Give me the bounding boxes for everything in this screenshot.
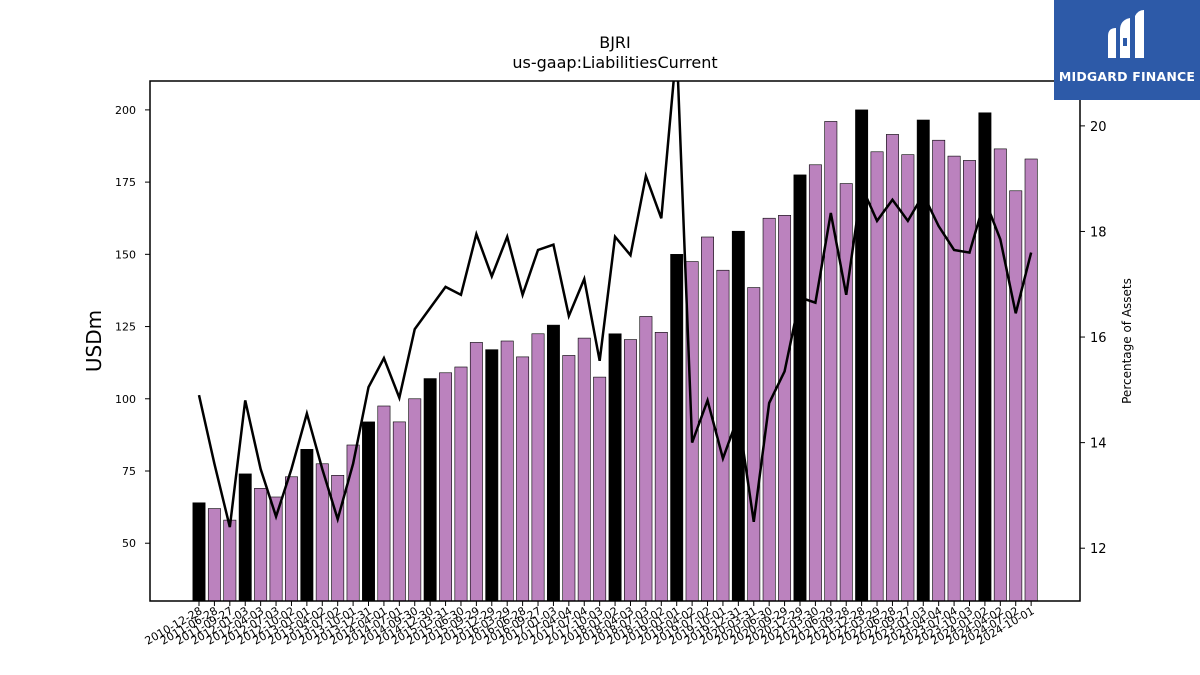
bar: [793, 174, 807, 602]
logo-text: MIDGARD FINANCE: [1058, 69, 1196, 84]
bar: [300, 449, 314, 602]
bar: [778, 215, 792, 602]
bar: [947, 155, 961, 602]
y2-axis-label: Percentage of Assets: [1120, 278, 1134, 404]
bar: [192, 502, 206, 602]
bar: [932, 139, 946, 602]
bar: [593, 376, 607, 602]
bar: [362, 421, 375, 602]
bar: [392, 421, 406, 602]
y2-tick-label: 16: [1090, 331, 1107, 346]
bar: [670, 254, 684, 602]
bar: [531, 333, 545, 602]
plot-frame: [149, 80, 1081, 602]
bars-group: [192, 109, 1038, 602]
bar: [639, 316, 653, 602]
bar: [1009, 190, 1023, 602]
y2-tick-label: 20: [1090, 120, 1107, 135]
bar: [408, 398, 422, 602]
bar: [439, 372, 453, 602]
bar: [238, 473, 252, 602]
bar: [654, 332, 668, 602]
chart-title: BJRI: [599, 33, 631, 52]
bar: [993, 148, 1007, 602]
y-tick-label: 75: [122, 465, 136, 478]
bar: [577, 337, 591, 602]
bar: [608, 333, 622, 602]
bar: [254, 488, 268, 602]
y2-tick-label: 14: [1090, 437, 1107, 452]
y2-tick-label: 12: [1090, 542, 1107, 557]
y2-tick-label: 18: [1090, 225, 1107, 240]
bar: [1024, 158, 1038, 602]
y-tick-label: 100: [115, 393, 136, 406]
y-tick-label: 125: [115, 321, 136, 334]
bar: [963, 160, 976, 602]
bar: [331, 475, 345, 602]
y-axis-label: USDm: [82, 310, 106, 372]
bar: [223, 519, 237, 602]
bar: [824, 121, 838, 602]
bar: [377, 405, 391, 602]
bar: [747, 287, 761, 602]
bar: [839, 183, 853, 602]
chart-subtitle: us-gaap:LiabilitiesCurrent: [512, 53, 717, 72]
y-tick-label: 200: [115, 104, 136, 117]
x-axis: 2010-12-282011-06-282011-09-272012-01-03…: [143, 601, 1037, 648]
midgard-finance-logo: MIDGARD FINANCE: [1054, 0, 1200, 100]
bar: [207, 508, 221, 602]
bar: [285, 476, 298, 602]
bar: [562, 355, 576, 602]
bar: [516, 356, 530, 602]
bar: [808, 164, 822, 602]
bar: [624, 339, 637, 602]
bar: [423, 378, 437, 602]
bar: [546, 324, 560, 602]
percentage-line: [197, 81, 1033, 528]
bar: [454, 366, 468, 602]
y-axis-left: 50 75 100 125 150 175 200: [115, 104, 150, 550]
y-axis-right: 12 14 16 18 20: [1080, 120, 1107, 557]
bar: [978, 112, 992, 602]
y-tick-label: 175: [115, 176, 136, 189]
y-tick-label: 150: [115, 248, 136, 261]
y-tick-label: 50: [122, 537, 136, 550]
bar: [485, 349, 499, 602]
bar: [716, 269, 730, 602]
bar: [500, 340, 514, 602]
midgard-logo-icon: [1108, 10, 1144, 58]
bar: [469, 342, 483, 602]
